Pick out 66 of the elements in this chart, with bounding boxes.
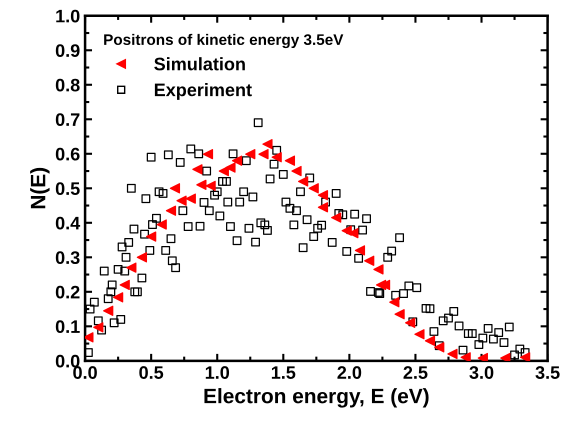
y-tick-label: 0.6 — [56, 148, 80, 161]
point — [176, 196, 187, 206]
x-tick-label: 0.5 — [139, 366, 164, 379]
point — [308, 183, 319, 194]
point — [205, 180, 216, 191]
point — [196, 180, 206, 190]
y-axis-title: N(E) — [30, 168, 50, 208]
point — [298, 176, 308, 187]
point — [93, 322, 104, 332]
point — [192, 164, 203, 174]
x-tick-label: 0.0 — [73, 366, 97, 379]
y-tick-label: 0.1 — [56, 320, 80, 334]
point — [447, 348, 458, 360]
point — [258, 149, 269, 160]
y-tick-label: 0.7 — [56, 113, 80, 126]
point — [405, 318, 416, 328]
point — [424, 336, 436, 346]
point — [354, 245, 366, 256]
point — [373, 264, 384, 275]
y-tick-label: 0.4 — [56, 216, 80, 230]
point — [170, 183, 180, 194]
point — [166, 206, 176, 216]
legend-label: Experiment — [154, 83, 252, 100]
point — [186, 194, 196, 204]
x-tick-label: 2.5 — [404, 366, 428, 379]
point — [262, 139, 273, 150]
x-tick-label: 1.5 — [272, 366, 296, 379]
point — [272, 152, 282, 162]
point — [520, 352, 530, 361]
point — [389, 297, 400, 308]
legend-label: Simulation — [154, 57, 245, 70]
y-tick-label: 1.0 — [56, 10, 80, 22]
point — [414, 329, 425, 340]
point — [232, 156, 242, 166]
y-tick-label: 0.3 — [56, 251, 80, 264]
point — [245, 149, 256, 160]
x-tick-label: 1.0 — [206, 366, 230, 379]
point — [225, 162, 236, 173]
x-tick-label: 3.0 — [469, 366, 494, 379]
point — [364, 256, 374, 266]
point — [318, 202, 328, 212]
point — [318, 190, 328, 200]
y-tick-label: 0.0 — [56, 354, 80, 368]
point — [103, 306, 114, 316]
point — [291, 166, 302, 176]
point — [156, 219, 167, 230]
x-tick-label: 2.0 — [337, 366, 362, 379]
legend-title: Positrons of kinetic energy 3.5eV — [104, 34, 344, 48]
y-tick-label: 0.2 — [56, 286, 80, 299]
point — [331, 212, 342, 223]
point — [460, 352, 471, 361]
point — [202, 149, 214, 160]
point — [112, 292, 124, 302]
point — [136, 252, 148, 262]
y-tick-label: 0.9 — [56, 44, 80, 57]
point — [146, 231, 156, 242]
point — [120, 280, 130, 290]
point — [126, 262, 136, 273]
x-tick-label: 3.5 — [535, 366, 560, 379]
point — [478, 352, 488, 361]
x-axis-title: Electron energy, E (eV) — [204, 388, 429, 408]
y-tick-label: 0.5 — [56, 182, 80, 196]
point — [500, 352, 510, 361]
point — [284, 156, 296, 166]
point — [394, 309, 405, 320]
y-tick-label: 0.8 — [56, 78, 80, 92]
